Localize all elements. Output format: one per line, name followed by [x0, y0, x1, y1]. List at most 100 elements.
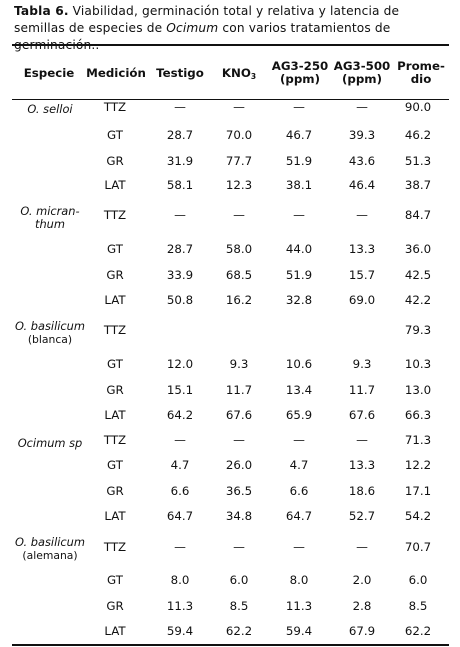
medicion-cell: TTZ [103, 433, 127, 447]
value-cell: 12.3 [225, 178, 253, 192]
value-cell: 39.3 [348, 128, 376, 142]
header-ag250-line1: AG3-250 [271, 59, 329, 73]
medicion-cell: TTZ [103, 540, 127, 554]
header-promedio-line2: dio [410, 72, 432, 86]
value-cell: — [293, 433, 305, 447]
value-cell: 44.0 [285, 242, 313, 256]
value-cell: 6.0 [408, 573, 428, 587]
value-cell: — [233, 540, 245, 554]
header-ag500: AG3-500 (ppm) [330, 60, 394, 86]
header-promedio: Prome-dio [392, 60, 450, 86]
value-cell: 8.0 [289, 573, 309, 587]
medicion-cell: LAT [104, 624, 126, 638]
value-cell: 67.9 [348, 624, 376, 638]
medicion-cell: LAT [104, 509, 126, 523]
header-ag250: AG3-250 (ppm) [268, 60, 332, 86]
species-name-line1: O. selloi [27, 102, 73, 116]
medicion-cell: GT [107, 458, 123, 472]
value-cell: 51.3 [404, 154, 432, 168]
value-cell: 9.3 [229, 357, 249, 371]
value-cell: — [356, 208, 368, 222]
medicion-cell: LAT [104, 293, 126, 307]
medicion-cell: GR [106, 484, 124, 498]
value-cell: 4.7 [289, 458, 309, 472]
value-cell: 46.7 [285, 128, 313, 142]
value-cell: 54.2 [404, 509, 432, 523]
value-cell: 42.5 [404, 268, 432, 282]
value-cell: 16.2 [225, 293, 253, 307]
value-cell: 13.3 [348, 242, 376, 256]
medicion-cell: GT [107, 357, 123, 371]
caption-genus: Ocimum [166, 21, 219, 35]
value-cell: — [174, 433, 186, 447]
medicion-cell: TTZ [103, 323, 127, 337]
value-cell: 62.2 [225, 624, 253, 638]
value-cell: 64.7 [285, 509, 313, 523]
value-cell: 9.3 [352, 357, 372, 371]
value-cell: 10.3 [404, 357, 432, 371]
value-cell: 79.3 [404, 323, 432, 337]
value-cell: 71.3 [404, 433, 432, 447]
value-cell: 33.9 [166, 268, 194, 282]
header-promedio-line1: Prome- [397, 59, 445, 73]
value-cell: 43.6 [348, 154, 376, 168]
medicion-cell: GT [107, 128, 123, 142]
value-cell: — [174, 540, 186, 554]
value-cell: 51.9 [285, 268, 313, 282]
header-kno3-subscript: 3 [250, 72, 257, 81]
species-name-line1: O. micran- [20, 204, 80, 218]
medicion-cell: TTZ [103, 100, 127, 114]
medicion-cell: GR [106, 268, 124, 282]
value-cell: 52.7 [348, 509, 376, 523]
value-cell: 6.6 [289, 484, 309, 498]
value-cell: 67.6 [225, 408, 253, 422]
medicion-cell: LAT [104, 408, 126, 422]
header-medicion: Medición [86, 66, 146, 80]
species-name-line1: Ocimum sp [17, 436, 83, 450]
value-cell: 12.2 [404, 458, 432, 472]
value-cell: 59.4 [166, 624, 194, 638]
value-cell: — [233, 433, 245, 447]
value-cell: 58.0 [225, 242, 253, 256]
value-cell: — [293, 208, 305, 222]
value-cell: 31.9 [166, 154, 194, 168]
value-cell: 69.0 [348, 293, 376, 307]
value-cell: 4.7 [170, 458, 190, 472]
top-rule [12, 44, 449, 46]
value-cell: — [233, 100, 245, 114]
value-cell: 8.0 [170, 573, 190, 587]
value-cell: 42.2 [404, 293, 432, 307]
header-especie: Especie [23, 66, 75, 80]
value-cell: 15.7 [348, 268, 376, 282]
value-cell: 34.8 [225, 509, 253, 523]
value-cell: 36.5 [225, 484, 253, 498]
value-cell: 26.0 [225, 458, 253, 472]
value-cell: 50.8 [166, 293, 194, 307]
value-cell: — [356, 433, 368, 447]
value-cell: 12.0 [166, 357, 194, 371]
species-name-line2: (alemana) [22, 549, 78, 562]
value-cell: 6.0 [229, 573, 249, 587]
species-name-line2: (blanca) [27, 333, 73, 346]
value-cell: 70.0 [225, 128, 253, 142]
value-cell: — [174, 100, 186, 114]
medicion-cell: TTZ [103, 208, 127, 222]
value-cell: 65.9 [285, 408, 313, 422]
value-cell: 70.7 [404, 540, 432, 554]
value-cell: — [174, 208, 186, 222]
header-rule [12, 99, 449, 100]
value-cell: 66.3 [404, 408, 432, 422]
value-cell: — [293, 100, 305, 114]
species-name: O. basilicum (blanca) [14, 319, 86, 347]
value-cell: 67.6 [348, 408, 376, 422]
species-name: O. micran-thum [14, 205, 86, 231]
header-ag500-line2: (ppm) [342, 72, 382, 86]
value-cell: 11.7 [225, 383, 253, 397]
value-cell: 38.7 [404, 178, 432, 192]
value-cell: 68.5 [225, 268, 253, 282]
species-name-line1: O. basilicum [15, 319, 85, 333]
species-name-line1: O. basilicum [15, 535, 85, 549]
species-name: O. basilicum (alemana) [14, 535, 86, 563]
value-cell: 13.0 [404, 383, 432, 397]
value-cell: — [293, 540, 305, 554]
